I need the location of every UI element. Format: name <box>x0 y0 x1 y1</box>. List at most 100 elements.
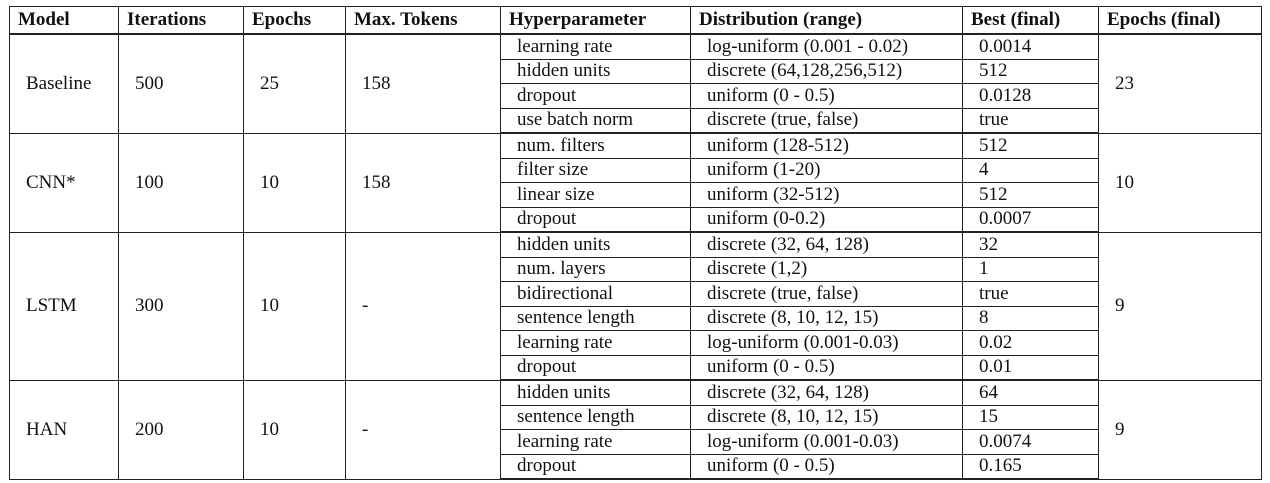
header-iterations: Iterations <box>118 6 244 35</box>
table-row: filter size uniform (1-20) 4 <box>10 157 1262 183</box>
model-cell: CNN* <box>9 132 119 233</box>
distribution-cell: log-uniform (0.001 - 0.02) <box>690 33 963 60</box>
best-final-cell: 0.0128 <box>962 83 1099 109</box>
table-header: Model Iterations Epochs Max. Tokens Hype… <box>9 6 1262 35</box>
best-final-cell: 8 <box>962 305 1099 331</box>
best-final-cell: 0.0074 <box>962 429 1099 455</box>
best-final-cell: 512 <box>962 132 1099 159</box>
table-row: bidirectional discrete (true, false) true <box>10 281 1262 307</box>
epochs-final-cell: 9 <box>1098 379 1262 480</box>
table-row: CNN* 100 10 158 num. filters uniform (128-512… <box>9 132 1262 233</box>
table-row: Baseline 500 25 158 learning rate log-uniform… <box>9 33 1262 134</box>
hyperparameter-cell: learning rate <box>500 33 691 60</box>
epochs-cell: 10 <box>243 379 346 480</box>
table-row: dropout uniform (0 - 0.5) 0.165 <box>10 453 1262 480</box>
hyperparameter-cell: num. filters <box>500 132 691 159</box>
best-final-cell: 0.165 <box>962 453 1099 480</box>
distribution-cell: uniform (1-20) <box>690 157 963 183</box>
max-tokens-cell: - <box>345 231 501 381</box>
distribution-cell: discrete (1,2) <box>690 256 963 282</box>
model-cell: LSTM <box>9 231 119 381</box>
table-row: LSTM 300 10- hidden units discrete (32, 64, … <box>9 231 1262 381</box>
distribution-cell: uniform (0 - 0.5) <box>690 354 963 381</box>
table-row: dropout uniform (0-0.2) 0.0007 <box>10 206 1262 233</box>
table-row: learning rate log-uniform (0.001-0.03) 0.0… <box>10 429 1262 455</box>
best-final-cell: 0.0007 <box>962 206 1099 233</box>
table-row: dropout uniform (0 - 0.5) 0.01 <box>10 354 1262 381</box>
hyperparameter-cell: hidden units <box>500 58 691 84</box>
best-final-cell: 0.02 <box>962 330 1099 356</box>
distribution-cell: uniform (32-512) <box>690 182 963 208</box>
best-final-cell: 15 <box>962 404 1099 430</box>
iterations-cell: 300 <box>118 231 244 381</box>
header-hyperparameter: Hyperparameter <box>500 6 691 35</box>
epochs-cell: 10 <box>243 231 346 381</box>
hyperparameter-cell: dropout <box>500 453 691 480</box>
best-final-cell: 512 <box>962 58 1099 84</box>
table-row: hidden units discrete (64,128,256,512) 512 <box>10 58 1262 84</box>
hyperparameter-cell: num. layers <box>500 256 691 282</box>
best-final-cell: 512 <box>962 182 1099 208</box>
distribution-cell: uniform (0 - 0.5) <box>690 83 963 109</box>
best-final-cell: 0.01 <box>962 354 1099 381</box>
best-final-cell: true <box>962 107 1099 134</box>
best-final-cell: 1 <box>962 256 1099 282</box>
best-final-cell: 0.0014 <box>962 33 1099 60</box>
distribution-cell: discrete (64,128,256,512) <box>690 58 963 84</box>
distribution-cell: discrete (true, false) <box>690 107 963 134</box>
distribution-cell: discrete (8, 10, 12, 15) <box>690 305 963 331</box>
hyperparameter-cell: dropout <box>500 206 691 233</box>
distribution-cell: discrete (32, 64, 128) <box>690 379 963 406</box>
hyperparameter-cell: use batch norm <box>500 107 691 134</box>
epochs-final-cell: 23 <box>1098 33 1262 134</box>
epochs-cell: 25 <box>243 33 346 134</box>
distribution-cell: uniform (0-0.2) <box>690 206 963 233</box>
epochs-final-cell: 10 <box>1098 132 1262 233</box>
hyperparameter-cell: learning rate <box>500 330 691 356</box>
hyperparameter-cell: linear size <box>500 182 691 208</box>
best-final-cell: 32 <box>962 231 1099 258</box>
distribution-cell: discrete (8, 10, 12, 15) <box>690 404 963 430</box>
header-max-tokens: Max. Tokens <box>345 6 501 35</box>
hyperparameter-cell: sentence length <box>500 404 691 430</box>
hyperparameter-cell: learning rate <box>500 429 691 455</box>
table-row: HAN 200 10- hidden units discrete (32, 64, 1… <box>9 379 1262 480</box>
distribution-cell: discrete (true, false) <box>690 281 963 307</box>
hyperparameter-cell: sentence length <box>500 305 691 331</box>
header-best-final: Best (final) <box>962 6 1099 35</box>
header-row: Model Iterations Epochs Max. Tokens Hype… <box>9 6 1262 35</box>
hyperparameter-cell: hidden units <box>500 231 691 258</box>
distribution-cell: log-uniform (0.001-0.03) <box>690 429 963 455</box>
header-model: Model <box>9 6 119 35</box>
table-row: dropout uniform (0 - 0.5) 0.0128 <box>10 83 1262 109</box>
hyperparameter-cell: dropout <box>500 83 691 109</box>
table-row: sentence length discrete (8, 10, 12, 15) 1… <box>10 404 1262 430</box>
hyperparameter-cell: dropout <box>500 354 691 381</box>
best-final-cell: 64 <box>962 379 1099 406</box>
epochs-final-cell: 9 <box>1098 231 1262 381</box>
hyperparameter-cell: filter size <box>500 157 691 183</box>
iterations-cell: 500 <box>118 33 244 134</box>
hyperparameter-table: Model Iterations Epochs Max. Tokens Hype… <box>9 6 1262 480</box>
iterations-cell: 200 <box>118 379 244 480</box>
hyperparameter-cell: hidden units <box>500 379 691 406</box>
max-tokens-cell: 158 <box>345 33 501 134</box>
table-row: use batch norm discrete (true, false) true <box>10 107 1262 134</box>
best-final-cell: 4 <box>962 157 1099 183</box>
max-tokens-cell: 158 <box>345 132 501 233</box>
distribution-cell: uniform (128-512) <box>690 132 963 159</box>
table-body: Baseline 500 25 158 learning rate log-uniform… <box>9 33 1262 480</box>
header-epochs-final: Epochs (final) <box>1098 6 1262 35</box>
header-distribution: Distribution (range) <box>690 6 963 35</box>
header-epochs: Epochs <box>243 6 346 35</box>
distribution-cell: uniform (0 - 0.5) <box>690 453 963 480</box>
epochs-cell: 10 <box>243 132 346 233</box>
hyperparameter-cell: bidirectional <box>500 281 691 307</box>
model-cell: Baseline <box>9 33 119 134</box>
best-final-cell: true <box>962 281 1099 307</box>
distribution-cell: log-uniform (0.001-0.03) <box>690 330 963 356</box>
model-cell: HAN <box>9 379 119 480</box>
max-tokens-cell: - <box>345 379 501 480</box>
distribution-cell: discrete (32, 64, 128) <box>690 231 963 258</box>
iterations-cell: 100 <box>118 132 244 233</box>
